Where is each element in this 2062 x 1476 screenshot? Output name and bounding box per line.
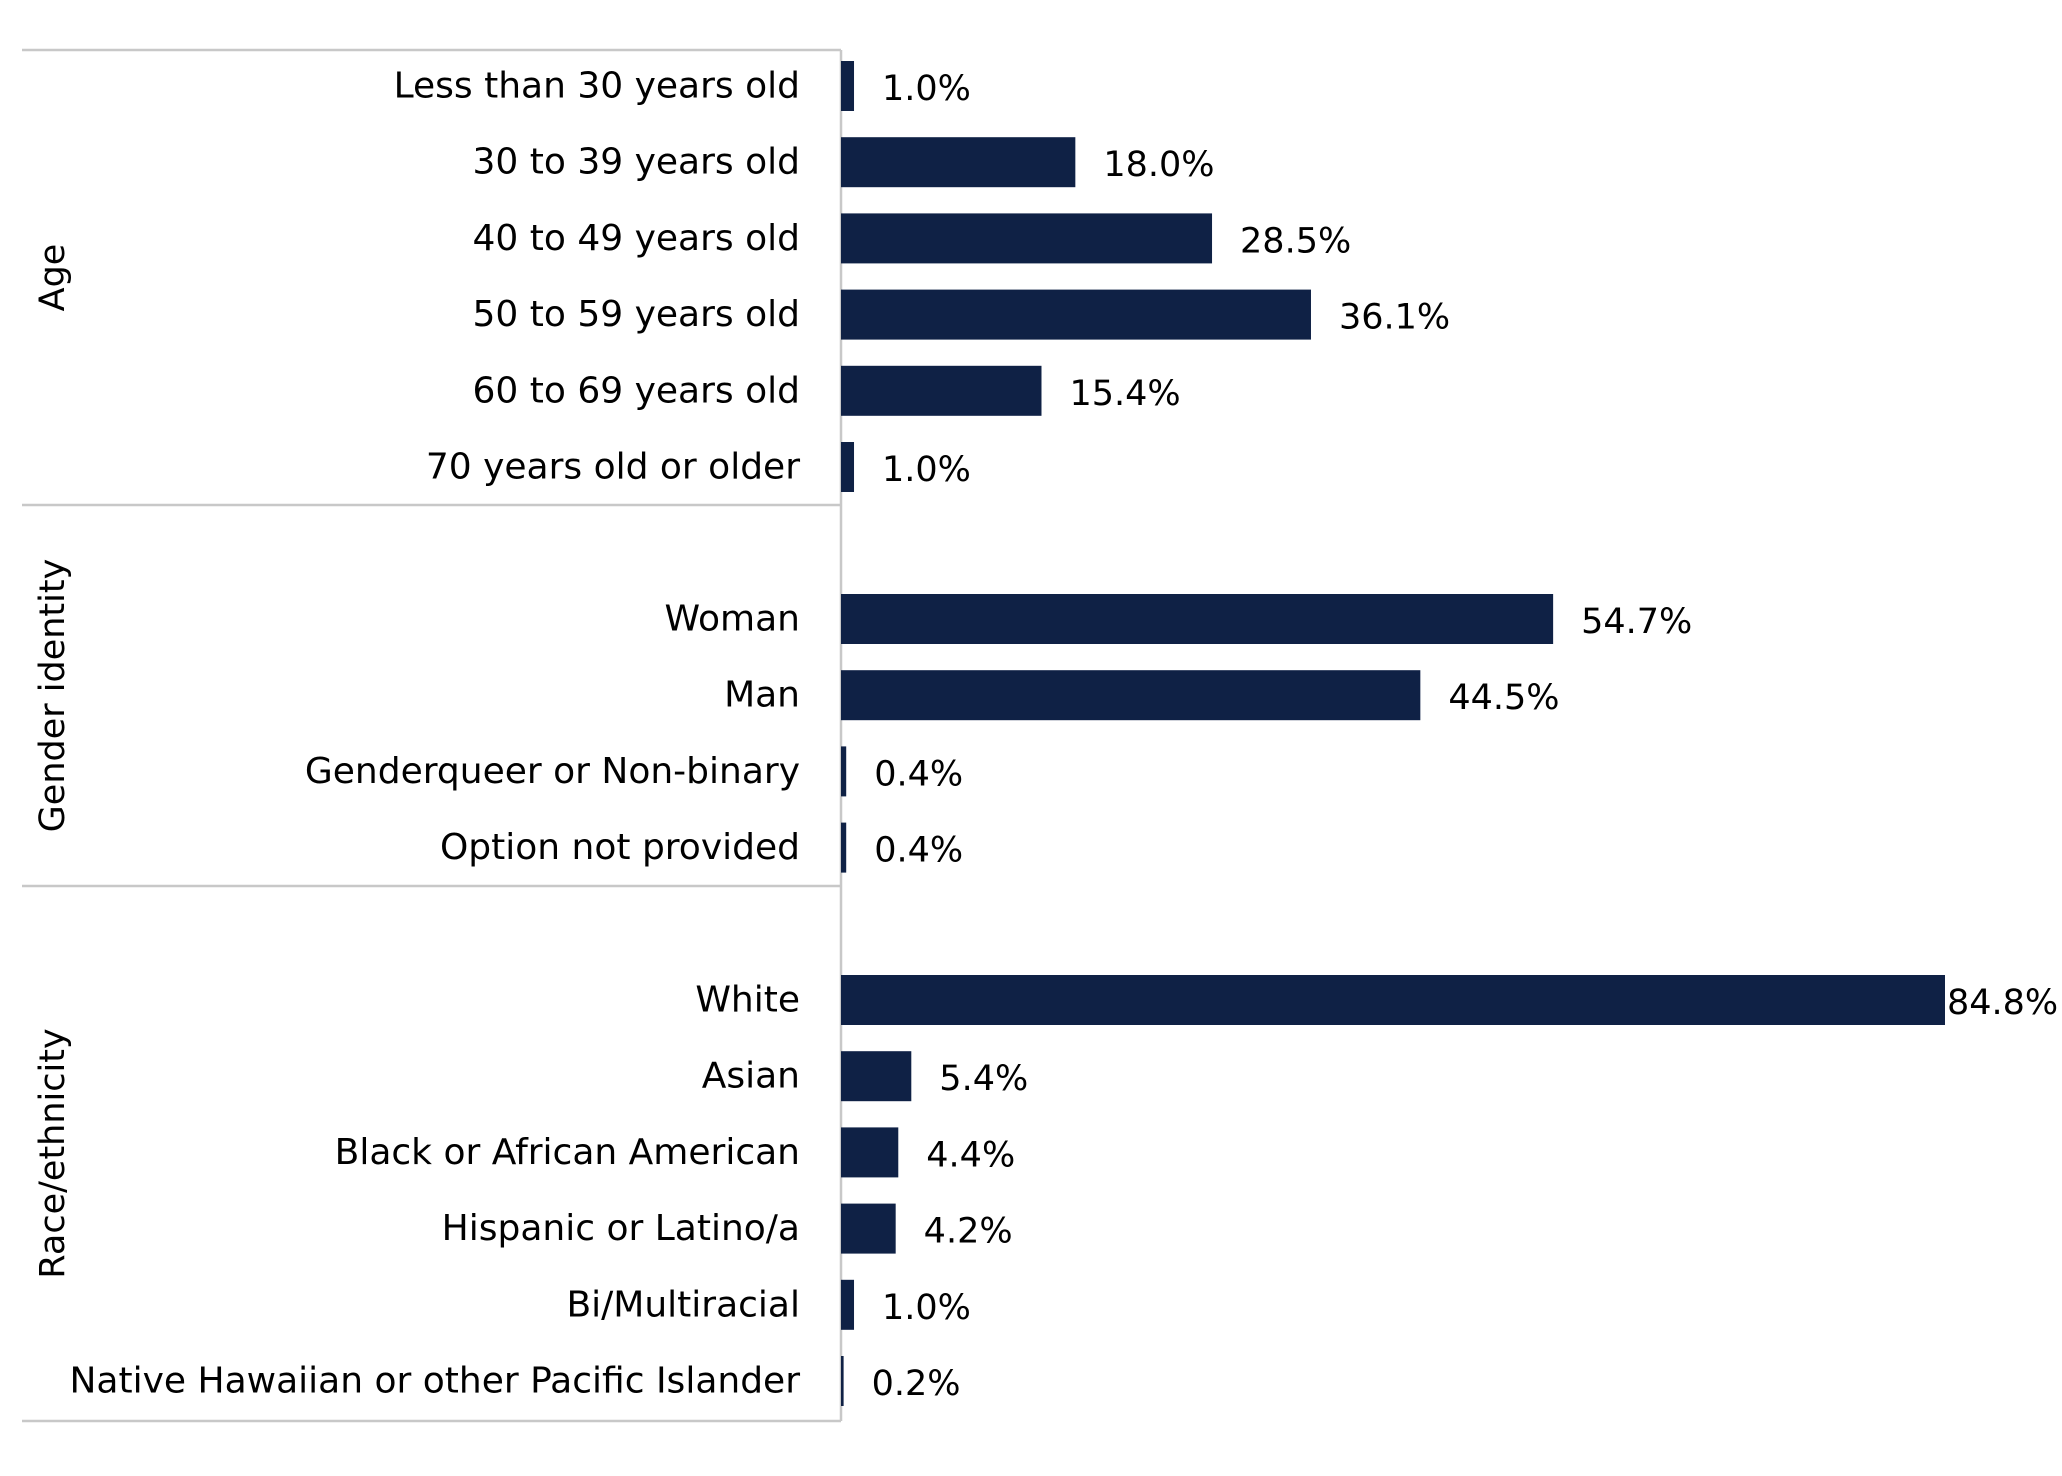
category-label: 30 to 39 years old (473, 142, 800, 183)
bar (841, 1203, 896, 1254)
bar (841, 1356, 844, 1406)
group-label: Race/ethnicity (33, 1028, 73, 1278)
category-label: Hispanic or Latino/a (442, 1208, 800, 1249)
data-label: 0.2% (872, 1364, 961, 1404)
category-label: Man (724, 675, 800, 716)
category-label: 40 to 49 years old (473, 218, 800, 259)
data-label: 5.4% (939, 1059, 1028, 1099)
category-label: Bi/Multiracial (566, 1284, 800, 1325)
category-label: 70 years old or older (426, 447, 800, 488)
group-label: Age (33, 244, 73, 312)
data-label: 28.5% (1240, 221, 1351, 261)
bar (841, 822, 847, 873)
category-label: Asian (702, 1056, 800, 1097)
bar (841, 289, 1311, 340)
bar (841, 1127, 899, 1178)
data-label: 44.5% (1448, 678, 1559, 718)
bar (841, 670, 1421, 721)
data-label: 0.4% (874, 754, 963, 794)
data-label: 1.0% (882, 69, 971, 109)
data-label: 0.4% (874, 831, 963, 871)
category-label: Option not provided (440, 827, 800, 868)
bar (841, 213, 1213, 264)
data-label: 54.7% (1581, 602, 1692, 642)
category-label: Less than 30 years old (394, 66, 800, 107)
data-label: 1.0% (882, 1288, 971, 1328)
data-label: 84.8% (1947, 983, 2058, 1023)
category-label: Genderqueer or Non-binary (305, 751, 800, 792)
category-label: Native Hawaiian or other Pacific Islande… (70, 1361, 801, 1402)
bar (841, 746, 847, 797)
category-label: 60 to 69 years old (473, 370, 800, 411)
bar (841, 975, 1945, 1025)
category-label: Black or African American (335, 1132, 800, 1173)
category-label: White (695, 980, 800, 1021)
data-label: 18.0% (1103, 145, 1214, 185)
group-label: Gender identity (33, 559, 73, 833)
data-label: 15.4% (1069, 374, 1180, 414)
bar (841, 1279, 855, 1330)
data-label: 4.4% (926, 1135, 1015, 1175)
bar (841, 365, 1042, 416)
bar (841, 137, 1076, 188)
data-label: 36.1% (1339, 298, 1450, 338)
data-label: 1.0% (882, 450, 971, 490)
bar (841, 1051, 912, 1102)
bar (841, 442, 855, 492)
bar (841, 61, 855, 111)
category-label: Woman (665, 599, 800, 640)
data-label: 4.2% (924, 1212, 1013, 1252)
category-label: 50 to 59 years old (473, 294, 800, 335)
bar (841, 594, 1554, 644)
